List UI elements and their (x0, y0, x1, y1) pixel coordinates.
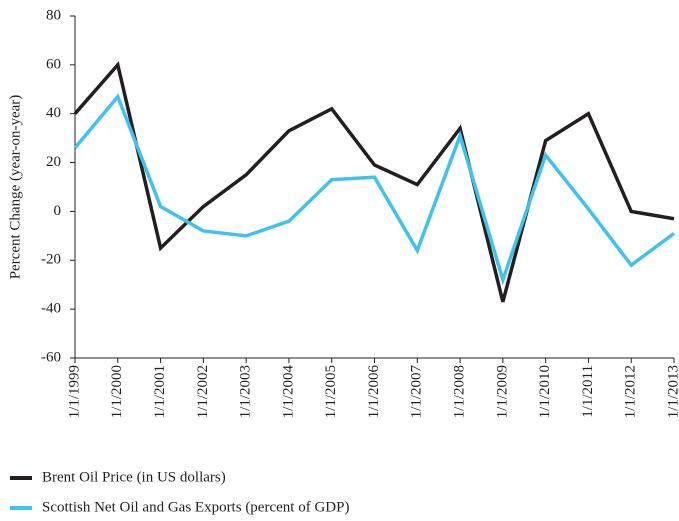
x-tick-label: 1/1/2011 (580, 365, 596, 418)
y-tick-label: 20 (46, 154, 61, 170)
x-tick-label: 1/1/2012 (623, 365, 639, 418)
y-tick-label: 40 (46, 105, 61, 121)
y-tick-label: -40 (41, 301, 61, 317)
x-tick-label: 1/1/2003 (238, 365, 254, 418)
y-tick-label: 0 (54, 203, 62, 219)
legend-label: Brent Oil Price (in US dollars) (42, 469, 226, 485)
x-tick-label: 1/1/2002 (195, 365, 211, 418)
y-tick-label: 80 (46, 7, 61, 23)
y-tick-label: -60 (41, 349, 61, 365)
x-tick-label: 1/1/2006 (366, 365, 382, 419)
x-tick-label: 1/1/2004 (280, 365, 296, 419)
y-tick-label: -20 (41, 252, 61, 268)
series-line (73, 93, 676, 286)
x-tick-label: 1/1/2009 (494, 365, 510, 418)
y-tick-label: 60 (46, 56, 61, 72)
x-tick-label: 1/1/2008 (452, 365, 468, 418)
x-tick-label: 1/1/2000 (109, 365, 125, 418)
x-tick-label: 1/1/2001 (152, 365, 168, 418)
x-tick-label: 1/1/2013 (665, 365, 679, 418)
x-tick-label: 1/1/2010 (537, 365, 553, 418)
series-line (73, 61, 675, 303)
x-tick-label: 1/1/2005 (323, 365, 339, 418)
x-tick-label: 1/1/2007 (409, 365, 425, 419)
legend-label: Scottish Net Oil and Gas Exports (percen… (42, 499, 349, 515)
x-tick-label: 1/1/1999 (66, 365, 82, 418)
y-axis-label: Percent Change (year-on-year) (7, 95, 23, 280)
